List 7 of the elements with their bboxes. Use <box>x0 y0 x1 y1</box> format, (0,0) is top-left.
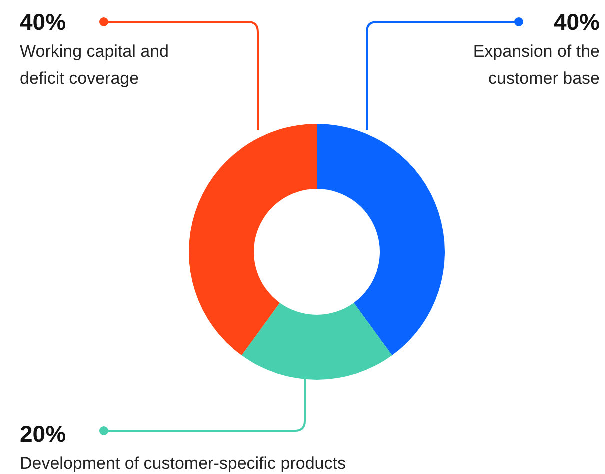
donut-slice <box>242 302 392 380</box>
data-label: 20% <box>20 421 66 447</box>
donut-slice <box>317 124 445 356</box>
donut-slice <box>189 124 317 356</box>
legend-label: Development of customer-specific products <box>20 454 346 473</box>
data-label: 40% <box>20 9 66 35</box>
data-label: 40% <box>554 9 600 35</box>
